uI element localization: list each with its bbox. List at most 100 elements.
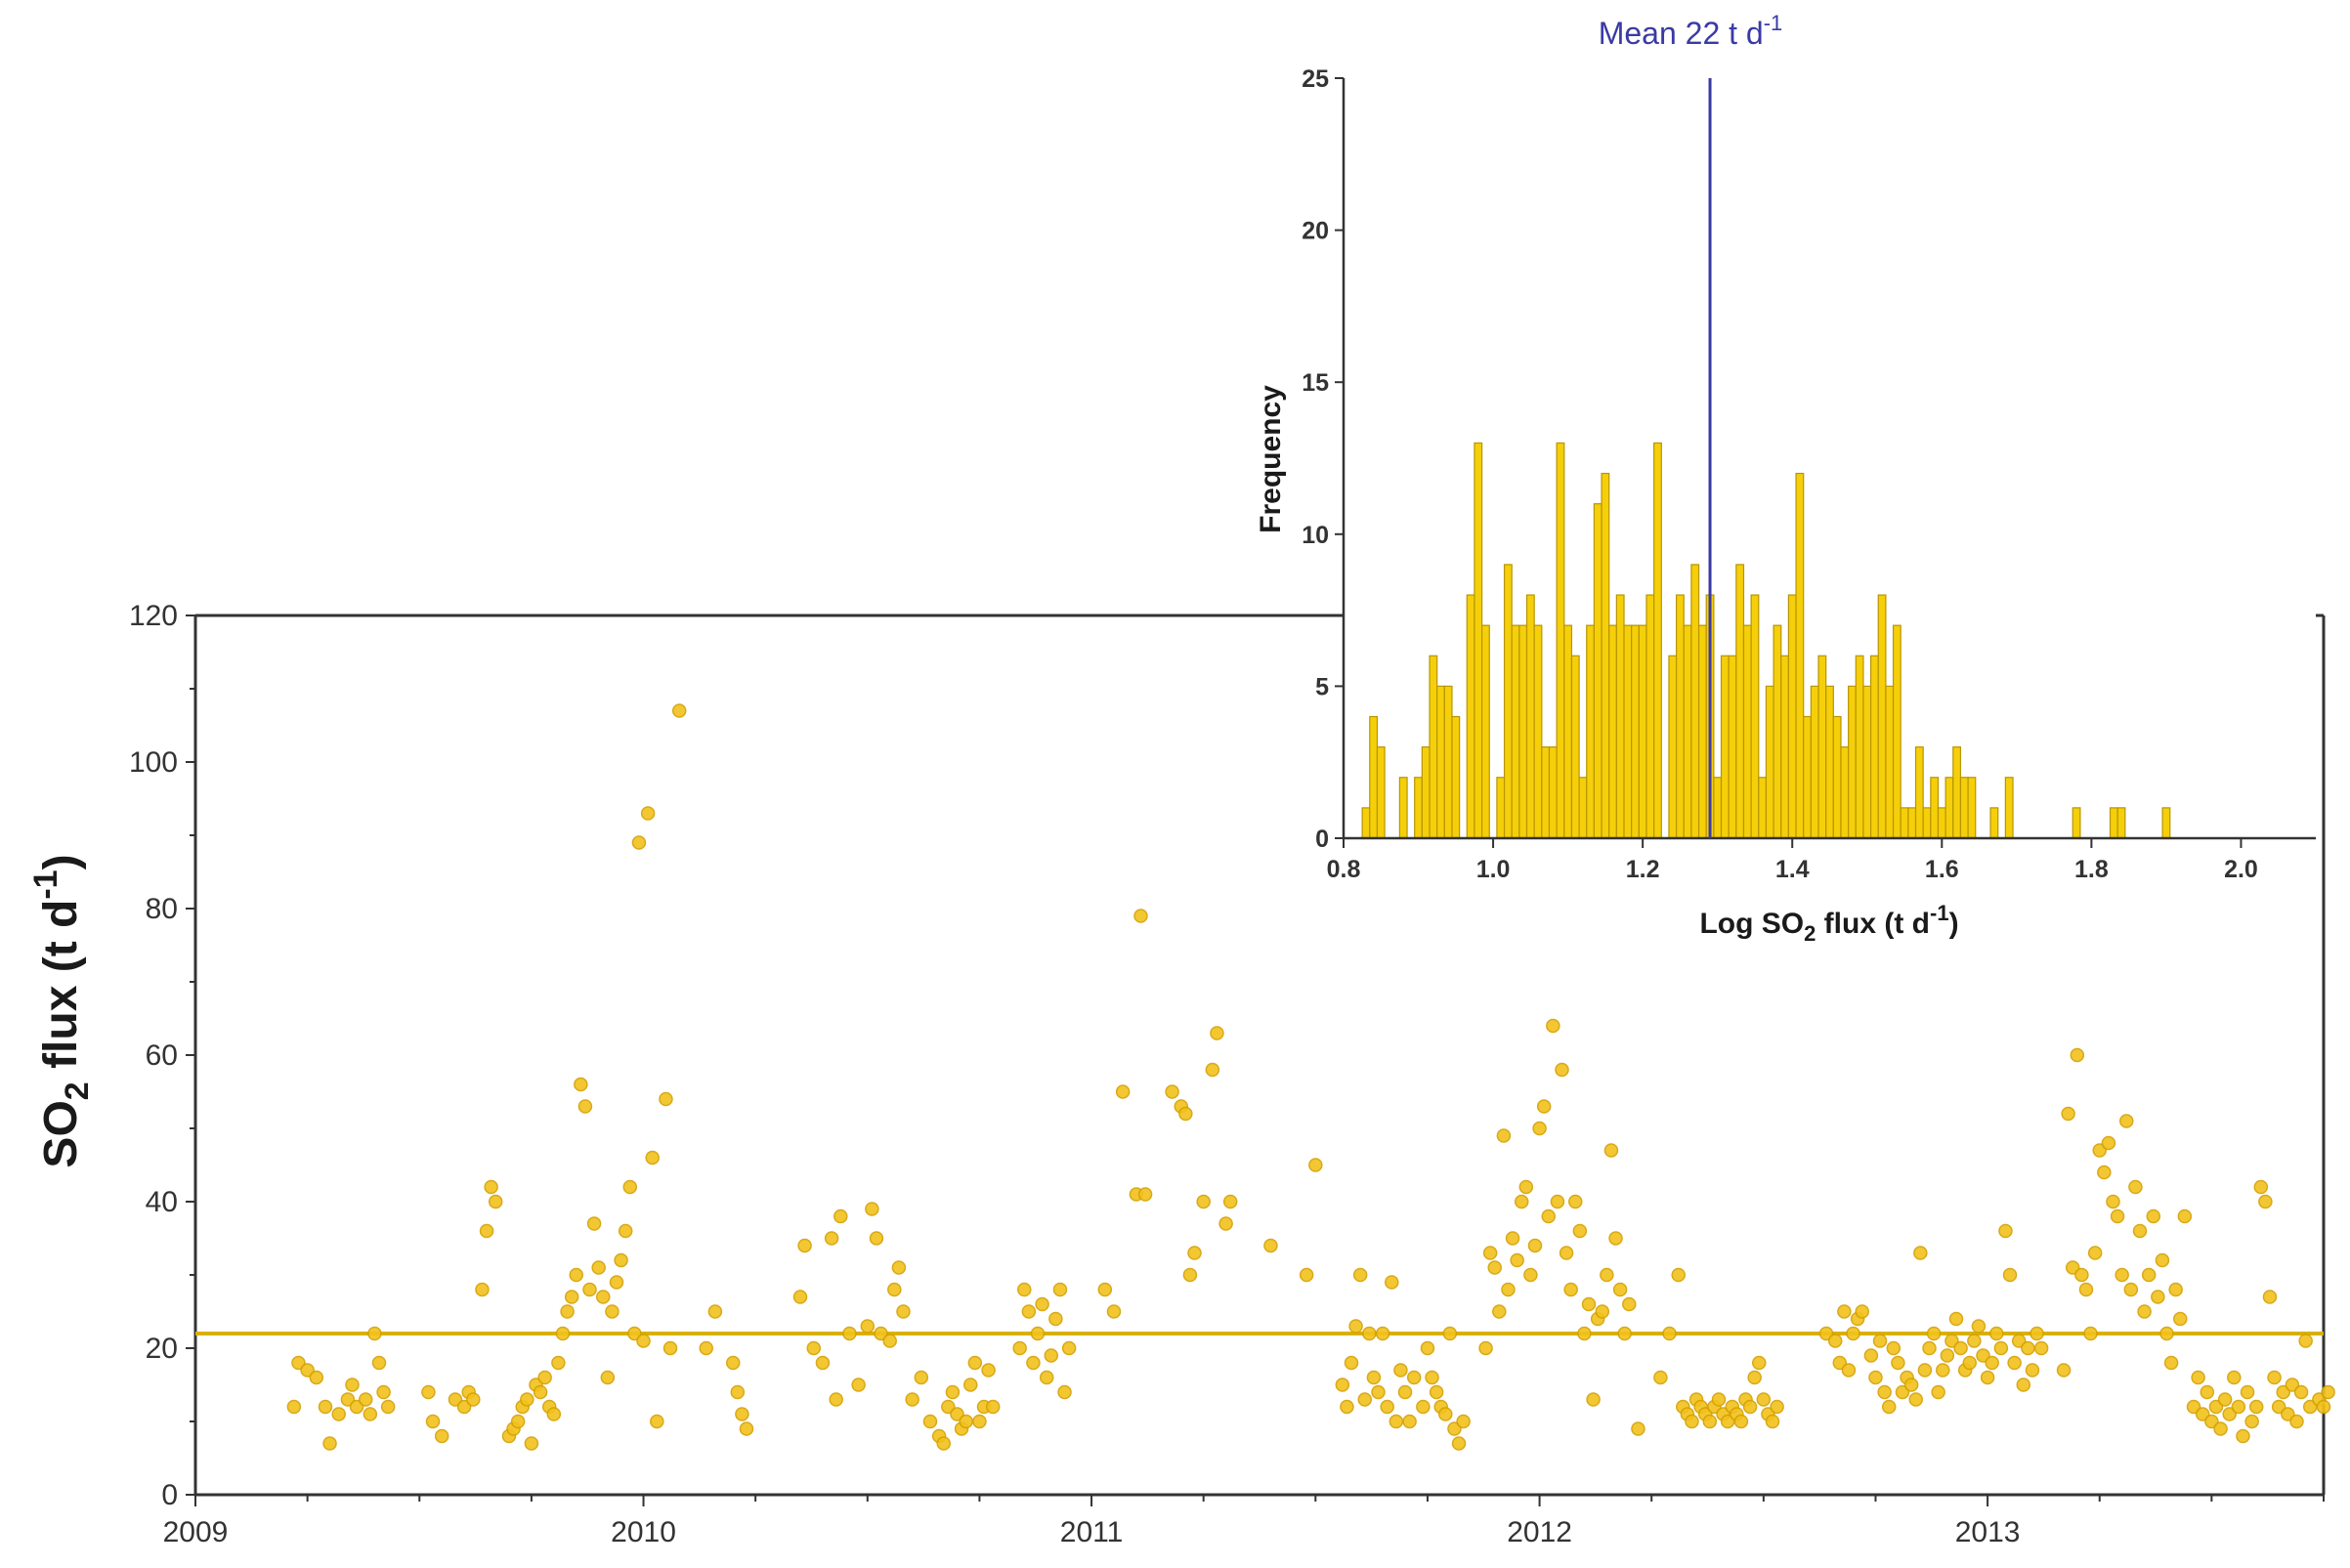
data-point bbox=[650, 1414, 664, 1429]
data-point bbox=[1948, 1311, 1964, 1327]
data-point bbox=[1389, 1414, 1404, 1429]
data-point bbox=[1872, 1334, 1888, 1348]
data-point bbox=[2115, 1267, 2129, 1283]
data-point bbox=[2177, 1208, 2193, 1224]
data-point bbox=[950, 1407, 964, 1421]
data-point bbox=[1196, 1194, 1211, 1209]
data-point bbox=[345, 1377, 360, 1392]
data-point bbox=[2316, 1399, 2331, 1415]
data-point bbox=[887, 1282, 902, 1297]
data-point bbox=[2258, 1194, 2273, 1209]
x-tick-label: 2010 bbox=[611, 1516, 676, 1548]
histogram-bar bbox=[1518, 624, 1528, 839]
data-point bbox=[1536, 1099, 1552, 1114]
histogram-bar bbox=[1855, 655, 1864, 839]
histogram-bar bbox=[2109, 807, 2118, 839]
data-point bbox=[1685, 1414, 1699, 1429]
histogram-bar bbox=[1825, 685, 1834, 839]
y-axis-label-main: SO bbox=[35, 1100, 87, 1167]
data-point bbox=[1026, 1355, 1041, 1371]
data-point bbox=[874, 1326, 888, 1341]
histogram-bar bbox=[1563, 624, 1573, 839]
data-point bbox=[2195, 1407, 2210, 1421]
histogram-bar bbox=[1466, 594, 1475, 839]
data-point bbox=[1980, 1370, 1995, 1385]
x-tick-label: 2009 bbox=[163, 1516, 229, 1548]
histogram-bar bbox=[1989, 807, 1999, 839]
data-point bbox=[1600, 1267, 1614, 1283]
data-point bbox=[815, 1355, 831, 1371]
histogram-bar bbox=[1780, 655, 1790, 839]
data-point bbox=[1837, 1304, 1852, 1319]
data-point bbox=[1362, 1326, 1377, 1341]
data-point bbox=[1035, 1296, 1049, 1312]
histogram-bar bbox=[1398, 777, 1408, 839]
data-point bbox=[865, 1202, 879, 1216]
data-point bbox=[582, 1282, 597, 1297]
histogram-bar bbox=[1480, 624, 1490, 839]
inset-y-tick-label: 5 bbox=[1315, 673, 1329, 700]
histogram-bar bbox=[1720, 655, 1730, 839]
data-point bbox=[564, 1290, 579, 1304]
histogram-bar bbox=[1414, 777, 1423, 839]
histogram-bar bbox=[1848, 685, 1857, 839]
data-point bbox=[1976, 1348, 1990, 1363]
data-point bbox=[1559, 1246, 1574, 1260]
data-point bbox=[2289, 1414, 2304, 1429]
data-point bbox=[2217, 1392, 2233, 1407]
inset-x-tick-label: 1.2 bbox=[1626, 856, 1660, 883]
data-point bbox=[2056, 1363, 2072, 1377]
data-point bbox=[1903, 1377, 1919, 1392]
data-point bbox=[546, 1407, 562, 1421]
inset-x-tick-label: 1.6 bbox=[1925, 856, 1959, 883]
data-point bbox=[891, 1260, 907, 1275]
inset-histogram: 0 5 10 15 20 25 0.8 1.0 1.2 1.4 1.6 1.8 2.0 bbox=[1302, 65, 2316, 883]
histogram-bar bbox=[1922, 807, 1932, 839]
histogram-bar bbox=[1638, 624, 1647, 839]
data-point bbox=[981, 1363, 996, 1377]
data-point bbox=[2285, 1377, 2300, 1392]
data-point bbox=[640, 806, 656, 821]
data-point bbox=[1756, 1392, 1772, 1407]
data-point bbox=[869, 1231, 884, 1246]
y-tick-label: 0 bbox=[161, 1479, 178, 1511]
data-point bbox=[2298, 1334, 2313, 1348]
histogram-bar bbox=[1496, 777, 1506, 839]
data-point bbox=[605, 1304, 620, 1319]
data-point bbox=[614, 1252, 628, 1268]
data-point bbox=[1855, 1304, 1869, 1319]
data-point bbox=[2007, 1355, 2022, 1371]
data-point bbox=[367, 1326, 382, 1341]
data-point bbox=[1017, 1282, 1032, 1297]
data-point bbox=[1550, 1194, 1565, 1209]
data-point bbox=[1577, 1326, 1592, 1341]
data-point bbox=[577, 1099, 593, 1114]
data-point bbox=[725, 1355, 741, 1371]
data-point bbox=[1671, 1267, 1686, 1283]
data-point bbox=[905, 1392, 919, 1407]
data-point bbox=[1770, 1399, 1784, 1415]
data-point bbox=[1752, 1355, 1767, 1371]
data-point bbox=[1344, 1355, 1359, 1371]
data-point bbox=[591, 1260, 606, 1275]
histogram-bar bbox=[1869, 655, 1879, 839]
data-point bbox=[1510, 1252, 1524, 1268]
data-point bbox=[1106, 1304, 1122, 1319]
histogram-bar bbox=[1525, 594, 1535, 839]
data-point bbox=[286, 1399, 302, 1415]
data-point bbox=[2222, 1407, 2237, 1421]
histogram-bar bbox=[1832, 715, 1842, 839]
data-point bbox=[434, 1428, 449, 1444]
data-point bbox=[1662, 1326, 1677, 1341]
histogram-bar bbox=[1601, 472, 1610, 839]
histogram-bar bbox=[2072, 807, 2081, 839]
data-point bbox=[479, 1223, 494, 1239]
data-point bbox=[1953, 1340, 1968, 1356]
data-point bbox=[806, 1340, 822, 1356]
data-point bbox=[2227, 1370, 2242, 1385]
data-point bbox=[2083, 1326, 2098, 1341]
inset-y-tick-label: 15 bbox=[1302, 369, 1329, 397]
histogram-bar bbox=[1959, 777, 1969, 839]
data-point bbox=[1044, 1348, 1059, 1363]
data-point bbox=[371, 1355, 387, 1371]
